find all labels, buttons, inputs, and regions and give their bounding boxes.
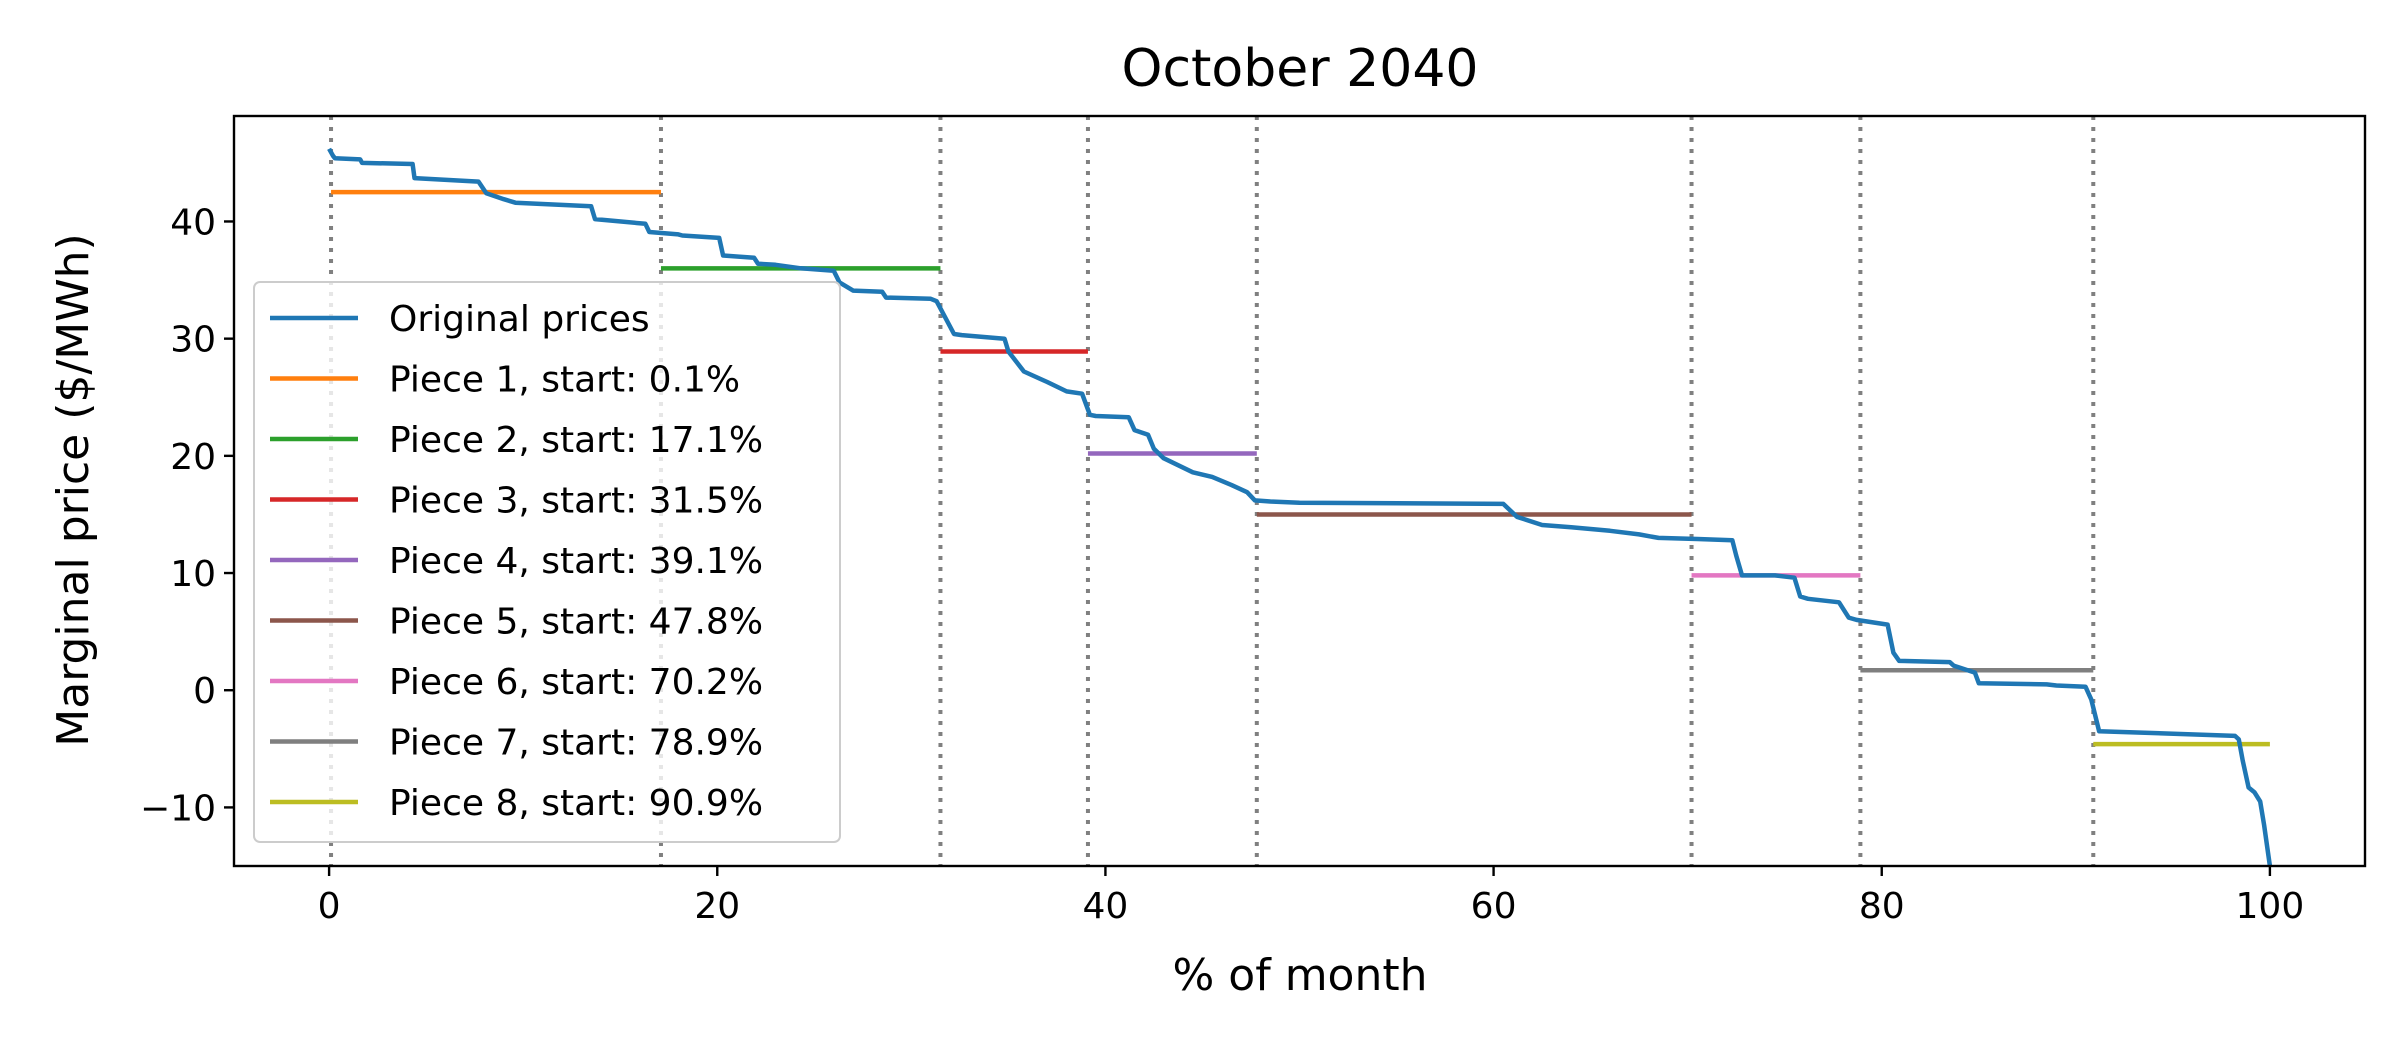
axes-frame	[232, 114, 2367, 868]
legend-label: Piece 8, start: 90.9%	[389, 783, 763, 824]
chart-title: October 2040	[1122, 39, 1479, 99]
y-axis-title: Marginal price ($/MWh)	[48, 233, 99, 746]
legend-label: Piece 6, start: 70.2%	[389, 662, 763, 703]
y-tick-label: 30	[170, 320, 216, 361]
series-line-original-prices	[327, 147, 2273, 866]
y-tick-label: 20	[170, 437, 216, 478]
legend-label: Piece 1, start: 0.1%	[389, 360, 740, 401]
axis-ticks: 0 20 40 60 80 100 −10 0 10 20 30 40	[140, 202, 2304, 927]
plot-area	[232, 114, 2367, 868]
legend-box	[253, 281, 841, 843]
legend-label: Piece 7, start: 78.9%	[389, 723, 763, 764]
x-tick-label: 40	[1083, 886, 1129, 927]
legend-label: Piece 3, start: 31.5%	[389, 481, 763, 522]
legend: Original prices Piece 1, start: 0.1% Piece…	[253, 281, 841, 843]
x-tick-label: 100	[2236, 886, 2305, 927]
x-axis-title: % of month	[1173, 950, 1428, 1001]
x-tick-label: 80	[1859, 886, 1905, 927]
y-tick-label: 10	[170, 554, 216, 595]
plot-content	[327, 116, 2273, 866]
y-tick-label: 40	[170, 202, 216, 243]
y-tick-label: 0	[193, 671, 216, 712]
x-tick-label: 60	[1471, 886, 1517, 927]
x-tick-label: 0	[318, 886, 341, 927]
legend-label: Piece 4, start: 39.1%	[389, 541, 763, 582]
x-tick-label: 20	[694, 886, 740, 927]
y-tick-label: −10	[140, 788, 216, 829]
legend-label: Piece 5, start: 47.8%	[389, 602, 763, 643]
legend-label: Original prices	[389, 299, 650, 340]
legend-label: Piece 2, start: 17.1%	[389, 420, 763, 461]
